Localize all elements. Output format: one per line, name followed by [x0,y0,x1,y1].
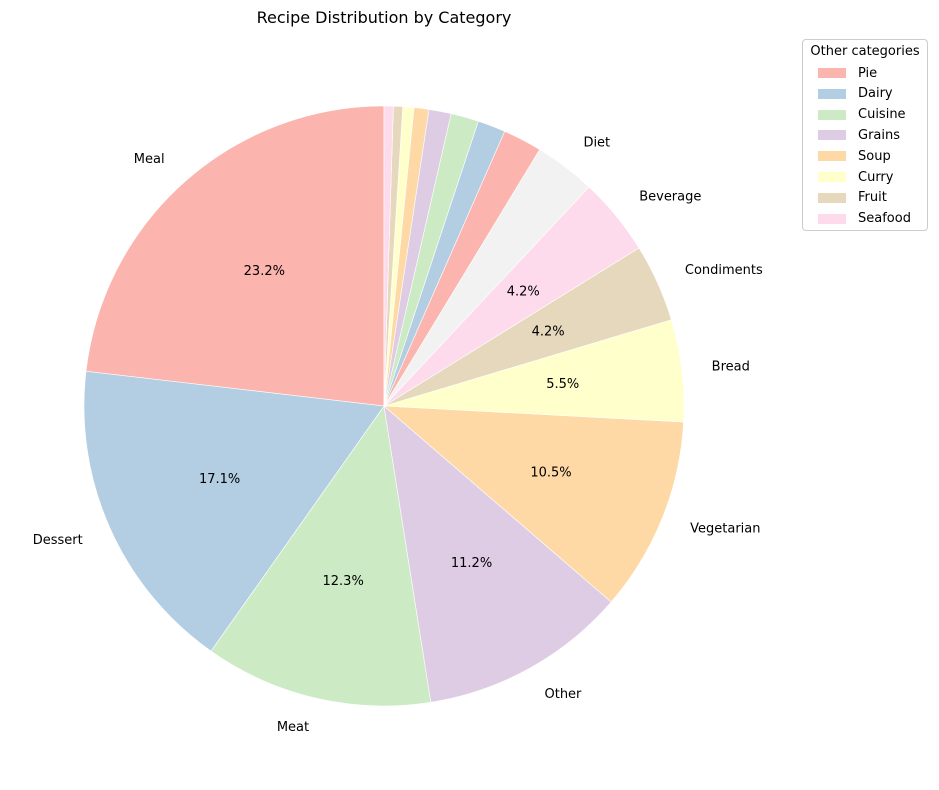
legend-item: Pie [818,64,877,82]
legend-item: Curry [818,168,893,186]
slice-label: Other [544,687,582,702]
slice-percent-label: 23.2% [244,264,285,279]
legend-swatch [818,213,846,224]
pie-slice [383,105,394,407]
slice-label: Bread [712,359,750,374]
legend-swatch [818,172,846,182]
legend-item: Grains [818,126,900,144]
slice-label: Meat [277,720,309,735]
slice-percent-label: 4.2% [507,284,540,299]
legend-title: Other categories [810,44,920,59]
legend-swatch [818,130,846,141]
legend-label: Fruit [858,190,887,206]
pie-labels: Meal 23.2% Dessert 17.1% Meat 12.3% Other 11.2%… [33,136,763,735]
slice-percent-label: 10.5% [530,466,571,481]
slice-percent-label: 5.5% [546,377,579,392]
slice-percent-label: 12.3% [323,574,364,589]
legend: Other categories Pie Dairy Cuisine Grains So… [802,39,928,231]
legend-item: Seafood [818,210,911,228]
slice-label: Dessert [33,533,83,548]
legend-item: Dairy [818,85,893,103]
legend-label: Curry [858,169,894,185]
legend-label: Cuisine [858,107,906,123]
pie-slice [85,105,385,407]
legend-label: Seafood [858,211,911,227]
legend-label: Soup [858,148,891,164]
slice-percent-label: 11.2% [451,556,492,571]
legend-label: Grains [858,127,901,143]
legend-label: Pie [858,65,878,81]
legend-item: Fruit [818,189,887,207]
pie-slice [383,405,684,603]
slice-label: Vegetarian [690,522,760,537]
slice-label: Beverage [639,189,701,204]
legend-swatch [818,88,846,99]
slice-percent-label: 4.2% [532,325,565,340]
legend-item: Soup [818,147,891,165]
slice-label: Diet [583,136,610,151]
legend-swatch [818,192,846,203]
legend-label: Dairy [858,86,893,102]
legend-swatch [818,68,846,78]
legend-swatch [818,109,846,120]
pie-slice [210,405,432,707]
pie-slice [383,405,612,703]
slice-percent-label: 17.1% [199,472,240,487]
pie-slices [83,105,685,707]
pie-slice [83,370,385,652]
slice-label: Meal [134,152,165,167]
slice-label: Condiments [685,263,763,278]
chart-title: Recipe Distribution by Category [256,8,512,27]
legend-swatch [818,151,846,162]
legend-item: Cuisine [818,106,906,124]
